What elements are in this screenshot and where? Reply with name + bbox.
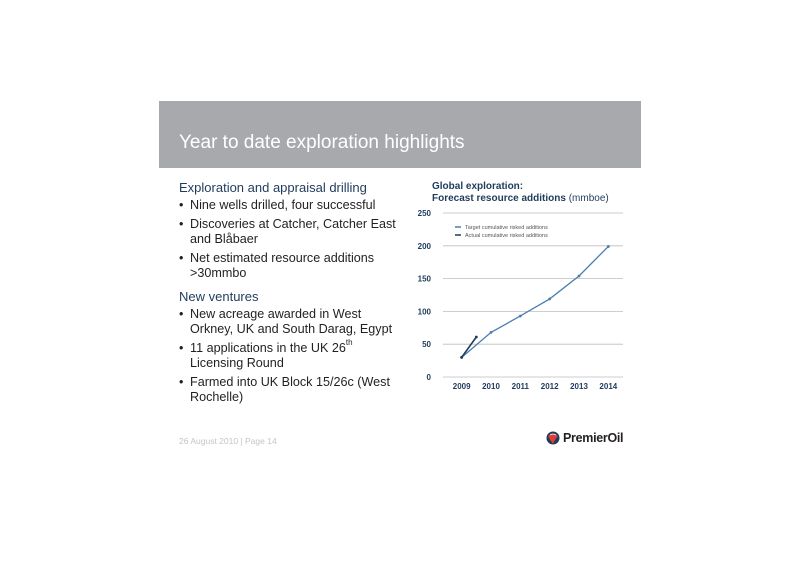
data-point <box>518 314 522 318</box>
list-item: Net estimated resource additions >30mmbo <box>179 251 407 282</box>
ordinal-suffix: th <box>345 338 353 348</box>
list-item: Farmed into UK Block 15/26c (West Rochel… <box>179 375 407 406</box>
series-line <box>461 245 609 358</box>
slide-title: Year to date exploration highlights <box>179 132 465 153</box>
legend-label: Target cumulative risked additions <box>465 225 548 231</box>
chart-title-main: Forecast resource additions <box>432 193 566 204</box>
list-item: Nine wells drilled, four successful <box>179 198 407 214</box>
y-tick-label: 200 <box>418 242 432 251</box>
slide: Year to date exploration highlights Expl… <box>159 101 641 461</box>
y-tick-label: 100 <box>418 307 432 316</box>
list-item-text-cont: Licensing Round <box>190 356 284 370</box>
data-point <box>489 330 493 334</box>
y-tick-label: 250 <box>418 209 432 218</box>
drilling-bullet-list: Nine wells drilled, four successful Disc… <box>179 198 407 282</box>
chart-title: Global exploration: Forecast resource ad… <box>432 181 609 205</box>
section-heading-drilling: Exploration and appraisal drilling <box>179 180 367 195</box>
list-item-text: 11 applications in the UK 26 <box>190 340 346 355</box>
chart-title-line2: Forecast resource additions (mmboe) <box>432 193 609 205</box>
data-point <box>548 297 552 301</box>
x-tick-label: 2009 <box>453 382 471 391</box>
highlights-column: Exploration and appraisal drilling Nine … <box>179 180 407 409</box>
data-point <box>577 274 581 278</box>
new-ventures-bullet-list: New acreage awarded in West Orkney, UK a… <box>179 307 407 406</box>
premier-oil-logo: PremierOil <box>546 431 624 445</box>
x-tick-label: 2012 <box>541 382 559 391</box>
x-tick-label: 2014 <box>599 382 617 391</box>
y-tick-label: 150 <box>418 275 432 284</box>
logo-text: PremierOil <box>563 431 624 445</box>
list-item: New acreage awarded in West Orkney, UK a… <box>179 307 407 338</box>
legend-label: Actual cumulative risked additions <box>465 233 548 239</box>
list-item: Discoveries at Catcher, Catcher East and… <box>179 217 407 248</box>
y-tick-label: 50 <box>422 340 431 349</box>
footer-text: 26 August 2010 | Page 14 <box>179 436 277 446</box>
chart-title-line1: Global exploration: <box>432 181 524 192</box>
globe-logo-icon <box>546 431 560 445</box>
data-point <box>606 245 610 248</box>
list-item: 11 applications in the UK 26th Licensing… <box>179 338 407 372</box>
x-tick-label: 2013 <box>570 382 588 391</box>
resource-additions-chart: 0 50 100 150 200 250 2009 2010 2011 2012 2013 2014 T… <box>418 209 623 391</box>
chart-title-unit: (mmboe) <box>568 193 609 204</box>
x-tick-label: 2010 <box>482 382 500 391</box>
section-heading-new-ventures: New ventures <box>179 288 259 304</box>
data-point <box>460 355 464 359</box>
series-line <box>461 336 477 358</box>
title-bar: Year to date exploration highlights <box>159 101 641 168</box>
y-tick-label: 0 <box>427 373 432 382</box>
data-point <box>474 335 478 339</box>
x-tick-label: 2011 <box>512 382 530 391</box>
